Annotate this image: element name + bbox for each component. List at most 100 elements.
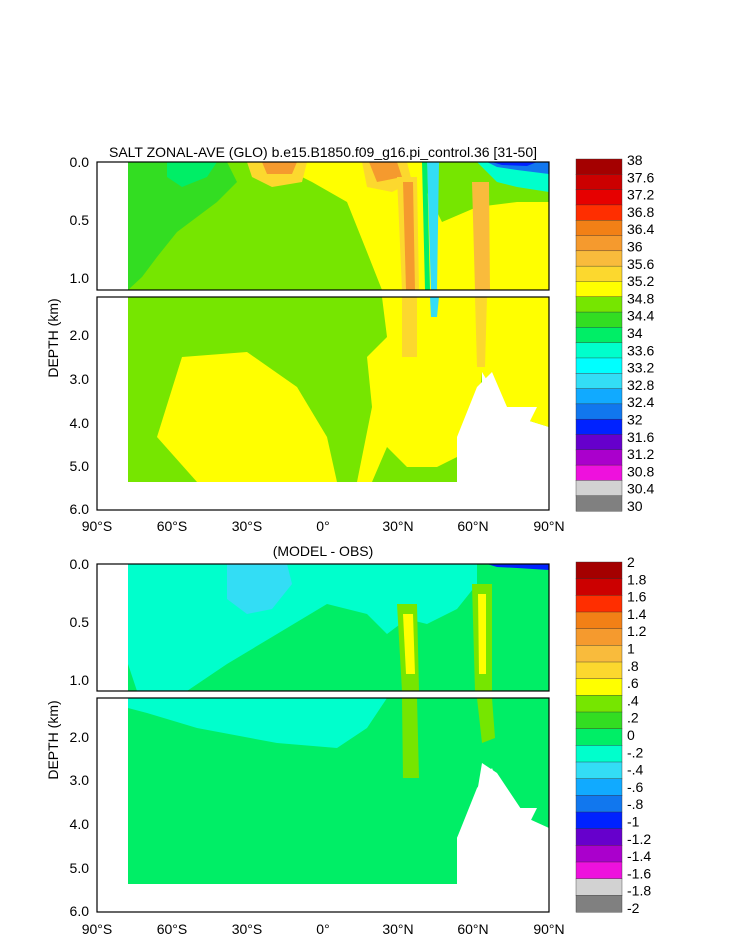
p1-ytick: 4.0 [70, 415, 90, 431]
p1-ytick: 6.0 [70, 501, 90, 517]
colorbar-label: 36.8 [627, 204, 654, 220]
colorbar-label: 33.2 [627, 360, 654, 376]
p2u-field-pos4 [478, 594, 486, 674]
colorbar-label: -1.6 [627, 865, 651, 881]
p1-xtick: 90°S [82, 518, 113, 534]
colorbar-swatch [575, 357, 623, 374]
colorbar-swatch [575, 495, 623, 512]
colorbar-label: 30 [627, 498, 643, 514]
colorbar-swatch [575, 561, 623, 580]
colorbar-label: .2 [627, 710, 639, 726]
p2u-frame [96, 563, 550, 692]
colorbar-swatch [575, 158, 623, 175]
p1-xtick: 0° [316, 518, 329, 534]
colorbar-label: 30.8 [627, 463, 654, 479]
colorbar-label: 36.4 [627, 221, 654, 237]
p2l-field-base [128, 698, 549, 884]
colorbar-label: -.6 [627, 779, 644, 795]
colorbar-label: 31.2 [627, 446, 654, 462]
colorbar-swatch [575, 174, 623, 191]
colorbar-label: 38 [627, 152, 643, 168]
p1-xtick: 90°N [533, 518, 564, 534]
colorbar-swatch [575, 778, 623, 796]
p2-ytick: 1.0 [70, 672, 90, 688]
p1l-frame [96, 296, 550, 511]
p2-ytick: 4.0 [70, 816, 90, 832]
p2-xtick: 30°N [382, 921, 413, 937]
colorbar-label: 1 [627, 641, 635, 657]
p1u-field-green [128, 162, 237, 290]
colorbar-swatch [575, 828, 623, 846]
colorbar-label: 37.6 [627, 169, 654, 185]
colorbar-swatch [575, 388, 623, 405]
p2-ytick: 6.0 [70, 903, 90, 919]
colorbar-label: 36 [627, 239, 643, 255]
colorbar-label: 2 [627, 554, 635, 570]
colorbar-swatch [575, 895, 623, 913]
p2u-field-land [97, 564, 128, 691]
colorbar-label: .6 [627, 675, 639, 691]
p2-ytick: 2.0 [70, 729, 90, 745]
colorbar-swatch [575, 611, 623, 630]
colorbar-label: 1.8 [627, 571, 647, 587]
p2l-field-land-left [97, 698, 167, 912]
colorbar-swatch [575, 464, 623, 481]
colorbar-swatch [575, 373, 623, 390]
colorbar-swatch [575, 480, 623, 497]
p2u-field-pos2 [403, 614, 415, 674]
colorbar-swatch [575, 861, 623, 880]
colorbar-label: 35.2 [627, 273, 654, 289]
colorbar-label: 32.8 [627, 377, 654, 393]
colorbar-swatch [575, 745, 623, 763]
p1-ytick: 0.5 [70, 212, 90, 228]
colorbar-label: 1.6 [627, 589, 647, 605]
p1-xtick: 60°S [157, 518, 188, 534]
panel1-upper-plot [96, 161, 550, 291]
colorbar-label: 30.4 [627, 481, 654, 497]
colorbar-label: .4 [627, 692, 639, 708]
p1u-field-fresh2 [422, 162, 430, 290]
p2-xtick: 0° [316, 921, 329, 937]
colorbar-swatch [575, 296, 623, 313]
p1-ytick: 3.0 [70, 371, 90, 387]
p2-xtick: 90°S [82, 921, 113, 937]
p1u-field-arctic4 [492, 162, 537, 166]
p2l-field-pos1 [402, 698, 419, 778]
p2-ytick: 0.0 [70, 556, 90, 572]
p1l-field-land-bottom [128, 482, 549, 510]
p2l-field-neg [128, 698, 387, 748]
p1u-frame [96, 161, 550, 291]
panel2-ylabel: DEPTH (km) [45, 700, 61, 779]
colorbar-swatch [575, 235, 623, 252]
colorbar-swatch [575, 711, 623, 730]
p1-xtick: 30°N [382, 518, 413, 534]
p1u-field-land [97, 162, 128, 290]
colorbar-label: 34.8 [627, 290, 654, 306]
colorbar-swatch [575, 845, 623, 863]
colorbar-label: -1.4 [627, 848, 651, 864]
panel2-yticks-upper: 0.0 0.5 1.0 [70, 556, 90, 688]
p1-ytick: 2.0 [70, 327, 90, 343]
colorbar-label: -.4 [627, 762, 644, 778]
p1-ytick: 1.0 [70, 270, 90, 286]
colorbar-label: 32 [627, 412, 643, 428]
p2-xtick: 30°S [232, 921, 263, 937]
panel-salinity: SALT ZONAL-AVE (GLO) b.e15.B1850.f09_g16… [45, 144, 654, 534]
p1-ytick: 0.0 [70, 154, 90, 170]
colorbar-label: -.2 [627, 744, 644, 760]
colorbar-swatch [575, 250, 623, 267]
p2-xtick: 90°N [533, 921, 564, 937]
colorbar-swatch [575, 578, 623, 596]
p2u-field-neg2 [227, 564, 292, 614]
colorbar-label: 31.6 [627, 429, 654, 445]
panel1-title: SALT ZONAL-AVE (GLO) b.e15.B1850.f09_g16… [109, 144, 537, 160]
colorbar-swatch [575, 878, 623, 896]
colorbar-swatch [575, 204, 623, 221]
colorbar-swatch [575, 434, 623, 451]
panel1-ylabel: DEPTH (km) [45, 298, 61, 377]
colorbar-swatch [575, 189, 623, 206]
colorbar-label: .8 [627, 658, 639, 674]
colorbar-label: 34.4 [627, 308, 654, 324]
p1u-field-fresh [427, 162, 439, 290]
